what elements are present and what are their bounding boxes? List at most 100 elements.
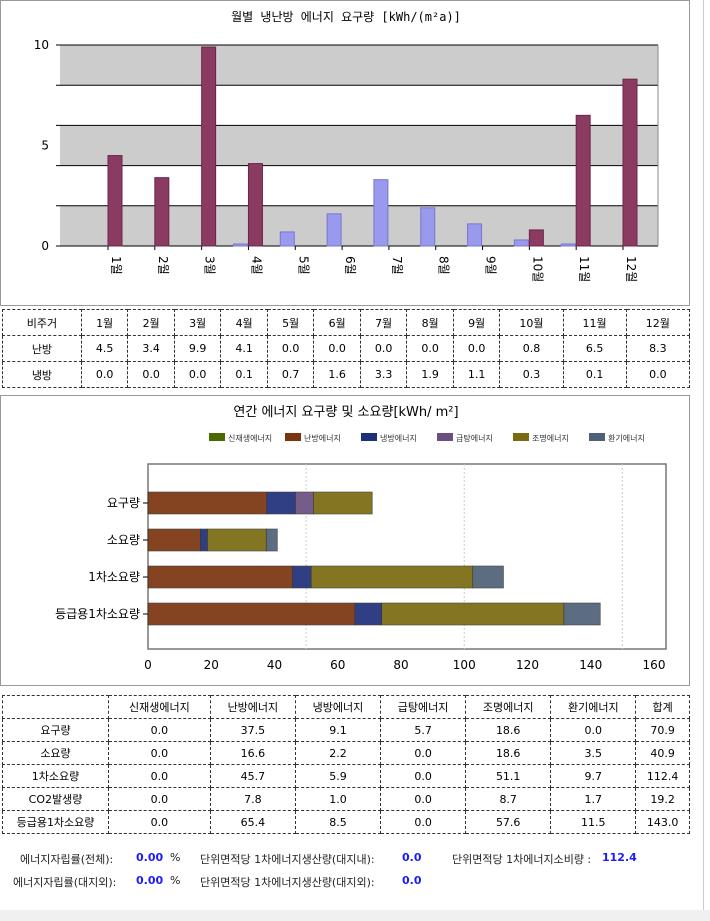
cooling-bar (373, 179, 389, 247)
prod-onsite-label: 단위면적당 1차에너지생산량(대지내): (200, 853, 375, 866)
plot-band (60, 85, 658, 126)
cooling-bar (326, 213, 342, 247)
cooling-bar (232, 243, 248, 247)
legend-swatch (285, 433, 301, 441)
prod-onsite-value: 0.0 (402, 851, 422, 864)
table-cell: 0.1 (220, 361, 268, 388)
table-cell: 0.0 (313, 335, 361, 362)
x-tick-label: 12월 (624, 256, 638, 282)
table-header-row: 비주거 1월 2월 3월 4월 5월 6월 7월 8월 9월 10월 11월 12월 (2, 309, 691, 336)
table-cell: 0.0 (173, 361, 222, 388)
legend-label: 급탕에너지 (456, 433, 493, 443)
table-cell: 16.6 (209, 741, 296, 765)
table-cell: 3.4 (127, 335, 175, 362)
table-row: CO2발생량 0.0 7.8 1.0 0.0 8.7 1.7 19.2 (2, 787, 690, 811)
table-cell: 등급용1차소요량 (2, 810, 109, 834)
x-tick-label: 1월 (109, 256, 123, 275)
y-tick-label: 1차소요량 (88, 570, 140, 584)
table-cell: 10월 (499, 309, 564, 336)
table-cell: 70.9 (635, 718, 690, 742)
bar-segment (147, 602, 356, 626)
x-tick-label: 160 (643, 658, 666, 672)
plot-border (147, 463, 667, 650)
table-cell: 0.0 (406, 335, 454, 362)
heating-bar (201, 46, 217, 247)
table-cell: 8.5 (294, 810, 382, 834)
heating-bar (528, 229, 544, 247)
plot-band (60, 165, 658, 206)
bar-segment (207, 528, 267, 552)
table-cell: 조명에너지 (465, 695, 552, 719)
table-cell: 난방에너지 (209, 695, 296, 719)
status-bar (0, 910, 710, 921)
table-cell: 51.1 (465, 764, 552, 788)
table-cell: 18.6 (465, 741, 552, 765)
x-tick-label: 80 (393, 658, 408, 672)
chart-title: 월별 냉난방 에너지 요구량 [kWh/(m²a)] (231, 10, 461, 24)
prod-offsite-label: 단위면적당 1차에너지생산량(대지외): (200, 876, 375, 889)
x-tick-label: 20 (204, 658, 219, 672)
x-tick-label: 0 (144, 658, 152, 672)
legend-swatch (437, 433, 453, 441)
x-tick-label: 7월 (390, 256, 404, 275)
annual-table: 신재생에너지 난방에너지 냉방에너지 급탕에너지 조명에너지 환기에너지 합계 요구량 0.0 3… (2, 695, 690, 834)
heating-bar (247, 163, 263, 247)
bar-segment (292, 565, 312, 589)
bar-segment (381, 602, 565, 626)
table-cell: 1.1 (452, 361, 501, 388)
table-cell: 37.5 (209, 718, 296, 742)
table-cell: 1.9 (406, 361, 454, 388)
legend-swatch (361, 433, 377, 441)
legend-label: 환기에너지 (608, 433, 645, 443)
x-tick-label: 120 (516, 658, 539, 672)
chart-title: 연간 에너지 요구량 및 소요량[kWh/ m²] (233, 405, 458, 420)
table-cell: 18.6 (465, 718, 552, 742)
table-cell: 45.7 (209, 764, 296, 788)
table-cell: 0.3 (499, 361, 564, 388)
heating-bar (575, 114, 591, 247)
table-row: 난방 4.5 3.4 9.9 4.1 0.0 0.0 0.0 0.0 0.0 0.8 6.5 8.3 (2, 335, 691, 362)
table-cell: CO2발생량 (2, 787, 109, 811)
consumption-label: 단위면적당 1차에너지소비량 : (452, 853, 592, 866)
bar-segment (147, 528, 201, 552)
table-cell: 6.5 (562, 335, 627, 362)
bar-segment (147, 491, 267, 515)
table-cell: 0.0 (108, 741, 211, 765)
table-cell: 합계 (635, 695, 690, 719)
self-sufficiency-offsite-value: 0.00 (136, 874, 164, 887)
percent-unit: % (170, 874, 181, 887)
table-cell: 5.7 (380, 718, 467, 742)
table-cell: 냉방에너지 (294, 695, 382, 719)
y-tick-label: 요구량 (107, 496, 140, 510)
bar-segment (354, 602, 383, 626)
table-cell: 0.7 (266, 361, 315, 388)
self-sufficiency-total-label: 에너지자립률(전체): (20, 853, 114, 866)
table-cell: 0.0 (380, 741, 467, 765)
bar-segment (200, 528, 208, 552)
table-cell: 2.2 (294, 741, 382, 765)
bar-segment (310, 565, 474, 589)
x-tick-label: 60 (330, 658, 345, 672)
table-cell: 8월 (406, 309, 454, 336)
table-cell: 3.3 (359, 361, 408, 388)
table-cell: 0.0 (108, 787, 211, 811)
table-cell: 급탕에너지 (380, 695, 467, 719)
table-cell: 난방 (2, 335, 82, 362)
y-tick-label: 0 (41, 239, 49, 253)
bar-segment (472, 565, 504, 589)
table-cell: 0.0 (550, 718, 637, 742)
table-cell: 11.5 (550, 810, 637, 834)
table-cell: 12월 (625, 309, 691, 336)
prod-offsite-value: 0.0 (402, 874, 422, 887)
table-cell: 0.0 (452, 335, 501, 362)
x-tick-label: 11월 (577, 256, 591, 282)
cooling-bar (420, 207, 436, 247)
table-row: 소요량 0.0 16.6 2.2 0.0 18.6 3.5 40.9 (2, 741, 690, 765)
x-tick-label: 140 (579, 658, 602, 672)
legend-label: 조명에너지 (532, 433, 569, 443)
table-cell: 5.9 (294, 764, 382, 788)
plot-band (60, 125, 658, 166)
legend-swatch (513, 433, 529, 441)
table-cell: 8.3 (625, 335, 691, 362)
table-cell: 40.9 (635, 741, 690, 765)
